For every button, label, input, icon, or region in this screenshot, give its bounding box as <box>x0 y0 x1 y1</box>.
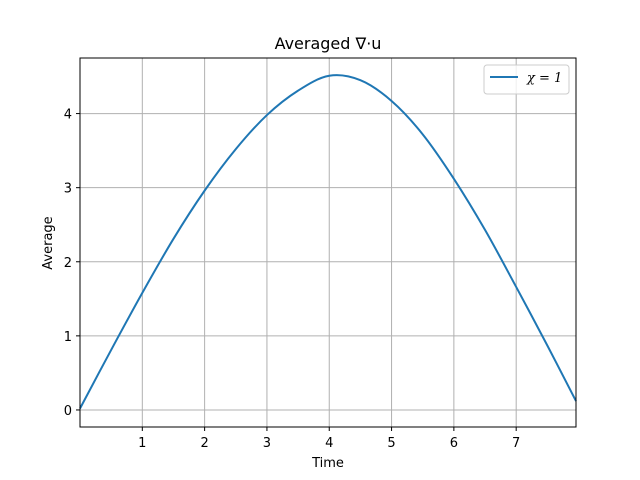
legend-label-chi-1: χ = 1 <box>526 71 562 86</box>
series-line-chi-1 <box>79 74 577 409</box>
x-tick-label: 5 <box>387 436 395 451</box>
series-layer <box>79 74 577 409</box>
x-axis-label: Time <box>311 456 344 471</box>
x-tick-label: 2 <box>200 436 208 451</box>
chart-title: Averaged ∇·u <box>275 34 382 53</box>
grid-lines <box>80 58 576 427</box>
y-axis-label: Average <box>41 216 56 269</box>
x-tick-label: 4 <box>325 436 333 451</box>
y-tick-label: 2 <box>64 256 72 271</box>
y-tick-label: 0 <box>64 404 72 419</box>
legend-box <box>483 64 570 95</box>
y-tick-label: 1 <box>64 330 72 345</box>
x-tick-label: 6 <box>450 436 458 451</box>
y-tick-label: 4 <box>64 108 72 123</box>
x-tick-label: 1 <box>138 436 146 451</box>
y-tick-label: 3 <box>64 182 72 197</box>
plot-frame <box>79 57 577 428</box>
x-tick-label: 7 <box>512 436 520 451</box>
x-tick-label: 3 <box>263 436 271 451</box>
legend: χ = 1 <box>483 64 570 95</box>
axis-ticks: 1 2 3 4 5 6 7 0 1 2 3 4 <box>64 108 521 451</box>
